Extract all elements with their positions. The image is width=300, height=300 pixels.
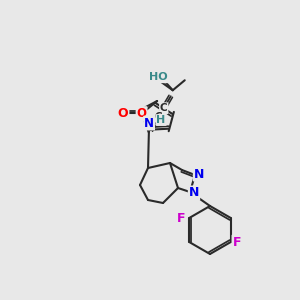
Text: C: C [155,112,163,122]
Text: F: F [177,212,185,224]
Text: N: N [189,187,199,200]
Text: O: O [136,107,147,120]
Text: N: N [144,116,154,130]
Text: O: O [118,106,128,119]
Text: C: C [160,103,168,113]
Text: F: F [232,236,241,248]
Text: H: H [157,115,166,125]
Text: HO: HO [149,72,168,82]
Text: N: N [194,167,204,181]
